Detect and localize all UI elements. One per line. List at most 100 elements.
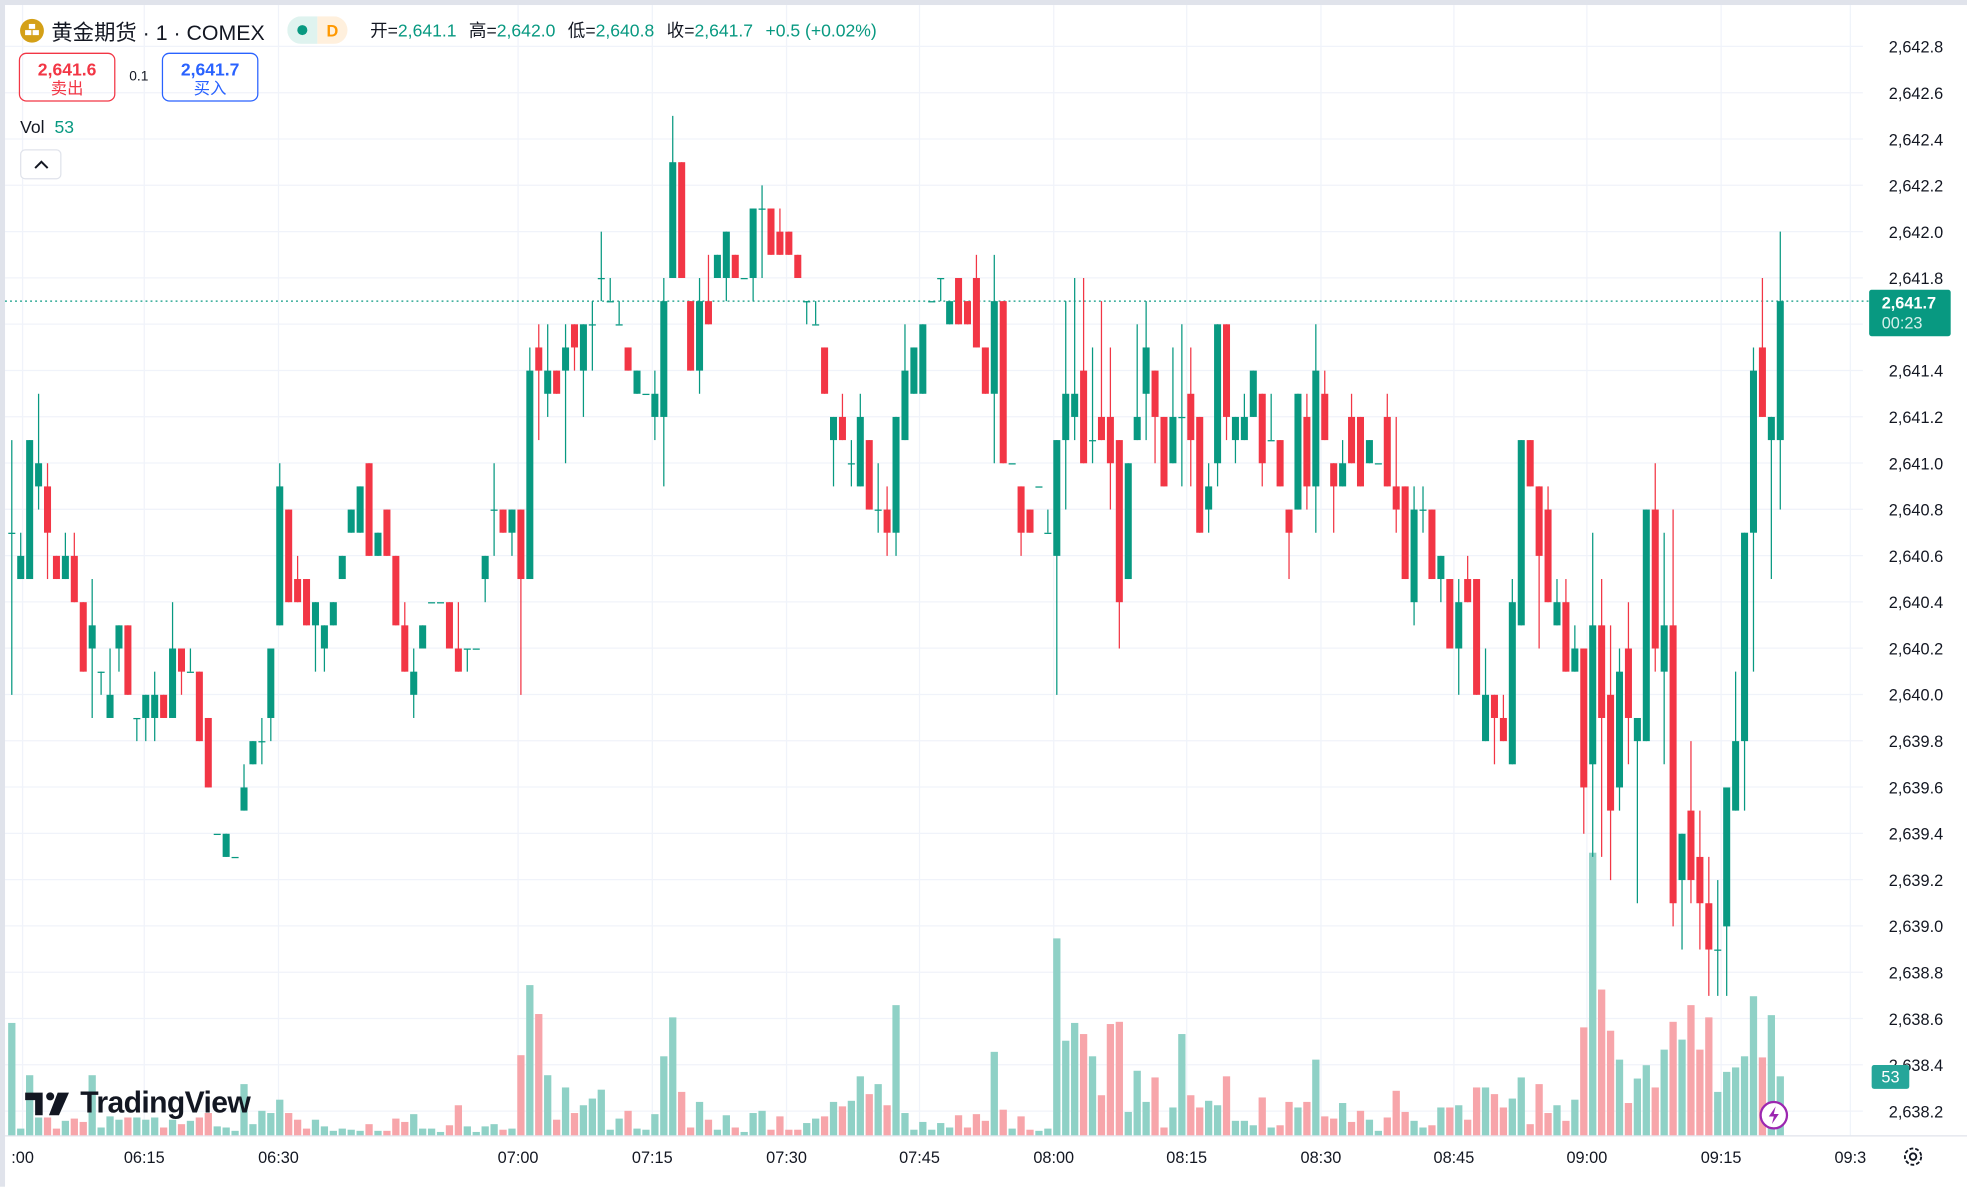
candle-body [972,277,980,348]
candle-body [1196,416,1204,533]
candle-body [303,579,311,626]
volume-bar [1615,1059,1624,1136]
volume-bar [1517,1077,1525,1136]
candle-body [88,625,96,649]
candle-body [481,555,489,580]
market-status-pill[interactable]: D [287,16,348,44]
tradingview-logo-text: TradingView [80,1086,251,1121]
candle-body [847,463,855,465]
volume-bar [1151,1077,1159,1136]
candle [410,648,418,718]
candle-body [1348,416,1356,464]
volume-bar [240,1084,248,1136]
symbol-title[interactable]: 黄金期货 · 1 · COMEX [51,20,265,45]
candle-body [1392,486,1400,510]
volume-bar [311,1119,320,1136]
volume-bar [1714,1091,1722,1136]
volume-bar [1472,1087,1481,1136]
candle-body [803,301,811,303]
candle-body [311,602,319,626]
price-tick-label: 2,642.4 [1889,131,1943,149]
volume-bar [1767,1015,1775,1136]
candle [124,625,132,695]
time-axis: :00 06:15 06:30 07:00 07:15 07:30 07:45 08:00 08… [11,1149,1866,1167]
sell-button[interactable]: 2,641.6 卖出 [18,52,116,102]
tradingview-logo[interactable]: TradingView [25,1086,251,1121]
volume-bar [1401,1111,1409,1136]
volume-bar [133,1117,141,1136]
gear-icon[interactable] [1901,1144,1926,1175]
volume-bar [499,1129,507,1136]
candle [776,208,784,255]
candle [579,324,587,417]
candle [544,324,552,417]
candle-body [1383,416,1391,487]
volume-bar [1231,1120,1240,1136]
candle [115,625,123,672]
price-tick-label: 2,641.0 [1889,455,1943,473]
volume-bar [168,1119,177,1136]
candle-body [1151,370,1159,417]
volume-bar [1178,1034,1186,1136]
candle [1696,810,1704,950]
candle [785,231,793,255]
candle-body [1160,416,1168,487]
candle-body [856,416,864,487]
candle-body [1312,370,1320,487]
candle [320,625,328,672]
candle [597,231,605,302]
candle [1151,370,1159,464]
volume-bar [1053,938,1061,1136]
collapse-legend-button[interactable] [20,149,62,180]
candle-body [1231,416,1239,441]
candle-body [1017,486,1025,533]
volume-bar [1365,1119,1374,1136]
candle [276,463,284,626]
volume-bar [329,1130,337,1136]
candle-body [17,555,25,580]
close-value: 2,641.7 [694,20,754,41]
volume-value: 53 [54,116,75,137]
volume-bar [1705,1017,1713,1136]
candle-body [1749,370,1757,533]
candle [508,509,516,556]
candle [1303,393,1311,510]
candle [392,555,400,626]
volume-bar [1169,1107,1177,1136]
candle [267,648,275,742]
candle-body [1508,602,1516,765]
volume-bar [1651,1087,1659,1136]
volume-bar [1196,1107,1204,1136]
volume-bar [1097,1095,1106,1136]
volume-legend[interactable]: Vol 53 [20,117,74,137]
candle [1089,347,1097,464]
candle-body [1080,370,1088,464]
candle-body [151,694,159,718]
candle [651,370,659,441]
candle-body [1187,393,1195,441]
candle-body [1678,833,1686,881]
candle [374,532,382,556]
candle [347,509,355,533]
candle-body [785,231,793,255]
price-tick-label: 2,642.8 [1889,39,1943,57]
price-tick-label: 2,642.2 [1889,178,1943,196]
buy-button[interactable]: 2,641.7 买入 [161,52,259,102]
candle [1669,509,1677,927]
candle [1419,486,1427,533]
candle [1571,625,1579,672]
candle [1214,324,1222,487]
candle [669,115,677,278]
volume-bar [1669,1021,1677,1136]
candle-body [1642,509,1650,742]
volume-bar [722,1115,730,1136]
candle [1687,741,1695,904]
candle-body [749,208,757,278]
close-label: 收= [666,20,695,41]
lightning-icon[interactable] [1759,1100,1789,1136]
candle-body [1169,416,1177,464]
candle [910,347,918,394]
candle [1312,324,1320,533]
volume-bar [963,1127,972,1136]
